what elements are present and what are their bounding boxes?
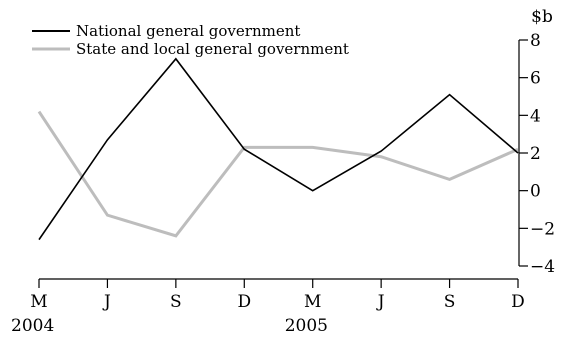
- y-tick-label: 6: [530, 69, 541, 89]
- x-tick-label: D: [237, 292, 251, 312]
- x-tick-label: M: [304, 292, 321, 312]
- y-tick-label: 8: [530, 31, 541, 51]
- series-line-state-local: [37, 110, 519, 238]
- axes: −4 −2 0 2 4 6 8 M J S D M J S D 2004 2005: [11, 31, 555, 336]
- y-tick-label: −4: [530, 257, 555, 277]
- x-tick-label: S: [170, 292, 182, 312]
- x-tick-label: D: [511, 292, 525, 312]
- x-year-label: 2004: [11, 316, 54, 336]
- x-tick-label: J: [376, 292, 385, 312]
- y-tick-label: 2: [530, 144, 541, 164]
- y-tick-label: 4: [530, 106, 541, 126]
- y-tick-label: 0: [530, 182, 541, 202]
- x-tick-label: J: [102, 292, 111, 312]
- y-tick-label: −2: [530, 219, 555, 239]
- legend-label-state-local: State and local general government: [76, 40, 349, 58]
- legend-label-national: National general government: [76, 22, 300, 40]
- x-tick-label: M: [30, 292, 47, 312]
- y-axis-unit-label: $b: [531, 7, 553, 27]
- legend: National general government State and lo…: [32, 22, 349, 58]
- series-group: [37, 57, 519, 241]
- series-line-national: [38, 57, 519, 241]
- x-year-label: 2005: [285, 316, 328, 336]
- x-tick-label: S: [444, 292, 456, 312]
